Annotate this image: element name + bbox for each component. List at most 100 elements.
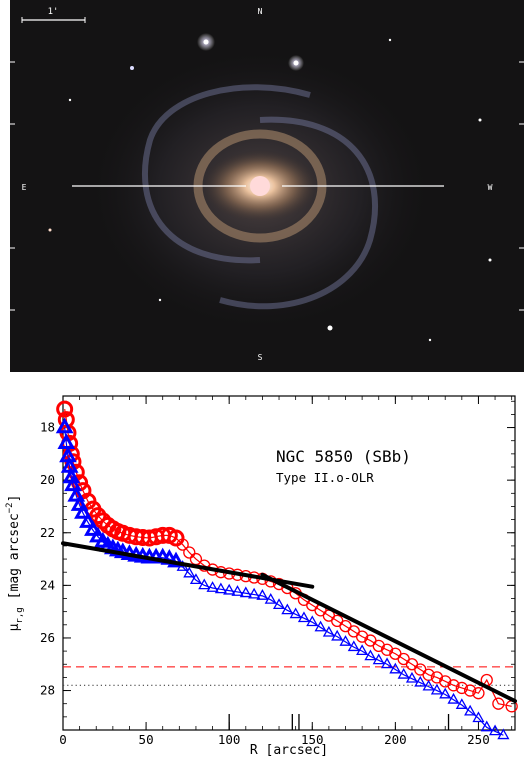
- data-point-g: [331, 629, 344, 641]
- data-point-r: [167, 529, 185, 547]
- data-point-g: [248, 587, 261, 599]
- y-axis-label-close: ]: [7, 495, 22, 503]
- data-point-g: [430, 683, 443, 695]
- data-point-r: [447, 679, 460, 692]
- data-point-g: [84, 520, 102, 536]
- data-point-g: [439, 687, 452, 699]
- compass-north: N: [258, 7, 263, 16]
- compass-south: S: [258, 353, 263, 362]
- data-point-r: [355, 630, 369, 643]
- data-point-g: [380, 657, 394, 669]
- data-point-g: [189, 573, 203, 585]
- data-point-r: [463, 684, 477, 697]
- data-point-g: [67, 485, 86, 502]
- data-point-g: [372, 653, 385, 665]
- data-point-g: [447, 692, 460, 704]
- chart-subtitle: Type II.o-OLR: [276, 470, 374, 485]
- data-point-r: [472, 687, 485, 700]
- data-point-g: [455, 698, 468, 709]
- compass-west: W: [488, 183, 493, 192]
- y-tick-label: 28: [40, 683, 55, 698]
- data-point-g: [322, 625, 335, 637]
- scale-bar-label: 1': [48, 7, 59, 17]
- data-point-r: [492, 697, 505, 710]
- data-point-g: [272, 598, 286, 610]
- data-point-r: [439, 675, 452, 688]
- data-point-g: [55, 417, 74, 434]
- fit-line-2: [260, 572, 517, 704]
- profile-plot-panel: 0 50 100 150 200 250 18 20 22 24 26 28 NGC 5850 (S…: [0, 378, 524, 771]
- y-axis-label: μr,g [mag arcsec−2]: [5, 495, 25, 632]
- data-point-r: [56, 400, 74, 418]
- data-point-g: [297, 611, 311, 623]
- x-tick-label: 250: [467, 732, 490, 747]
- sky-level-lines: [63, 666, 515, 686]
- y-tick-label: 20: [40, 472, 55, 487]
- data-point-g: [264, 592, 277, 604]
- y-axis-label-unit: [mag arcsec: [7, 513, 22, 599]
- data-point-g: [289, 607, 302, 619]
- data-point-g: [223, 583, 236, 595]
- chart-title: NGC 5850 (SBb): [276, 447, 411, 466]
- data-point-g: [306, 615, 319, 627]
- data-point-g: [256, 589, 269, 600]
- x-tick-label: 100: [218, 732, 241, 747]
- y-axis-label-symbol: μ: [7, 623, 22, 631]
- y-tick-label: 22: [40, 525, 55, 540]
- foreground-stars: [48, 33, 492, 342]
- data-point-g: [74, 502, 92, 519]
- data-point-g: [79, 512, 97, 528]
- data-point-g: [414, 675, 427, 687]
- image-frame-ticks: [10, 61, 524, 311]
- scale-bar: 1': [21, 7, 86, 23]
- data-point-g: [183, 566, 196, 578]
- break-radius-markers: [228, 714, 450, 730]
- data-point-g: [480, 720, 493, 732]
- data-point-g: [339, 635, 352, 646]
- spiral-arms: [142, 84, 378, 310]
- y-tick-label: 24: [40, 577, 55, 592]
- x-axis-ticks: 0 50 100 150 200 250: [59, 396, 513, 747]
- data-point-g: [239, 586, 252, 598]
- data-point-g: [364, 649, 377, 661]
- y-axis-label-exponent: −2: [5, 502, 15, 513]
- data-point-r: [176, 538, 189, 551]
- data-point-g: [422, 679, 435, 691]
- data-point-g: [397, 667, 410, 679]
- x-tick-label: 0: [59, 732, 67, 747]
- data-point-r: [372, 639, 385, 652]
- galaxy-nucleus: [250, 176, 270, 196]
- data-point-g: [64, 475, 82, 492]
- data-point-r: [183, 546, 196, 559]
- data-point-g: [497, 728, 510, 740]
- x-tick-label: 50: [139, 732, 154, 747]
- y-tick-label: 18: [40, 420, 55, 435]
- y-axis-label-subscript: r,g: [15, 607, 25, 623]
- data-point-r: [380, 643, 394, 656]
- exponential-fit-lines: [61, 541, 517, 704]
- data-point-g: [214, 582, 227, 594]
- compass-east: E: [22, 183, 27, 192]
- data-point-r: [455, 681, 468, 695]
- surface-brightness-chart: 0 50 100 150 200 250 18 20 22 24 26 28 NGC 5850 (S…: [5, 395, 518, 758]
- galaxy-image-panel: 1' N E W S: [10, 0, 524, 372]
- data-point-g: [472, 711, 485, 723]
- data-point-g: [488, 724, 502, 736]
- x-tick-label: 200: [384, 732, 407, 747]
- data-point-g: [314, 620, 327, 632]
- data-point-g: [206, 581, 219, 592]
- data-point-g: [57, 433, 76, 450]
- x-axis-label: R [arcsec]: [250, 743, 328, 758]
- data-point-g: [356, 644, 369, 656]
- data-point-g: [198, 578, 211, 590]
- plot-frame: [62, 395, 516, 731]
- galaxy-image: 1' N E W S: [10, 0, 524, 372]
- y-tick-label: 26: [40, 630, 55, 645]
- data-point-r: [430, 671, 444, 684]
- data-point-g: [389, 662, 402, 674]
- data-point-g: [167, 551, 185, 568]
- data-point-g: [281, 603, 294, 615]
- data-point-g: [405, 671, 419, 683]
- x-tick-label: 150: [301, 732, 324, 747]
- data-point-g: [231, 585, 244, 596]
